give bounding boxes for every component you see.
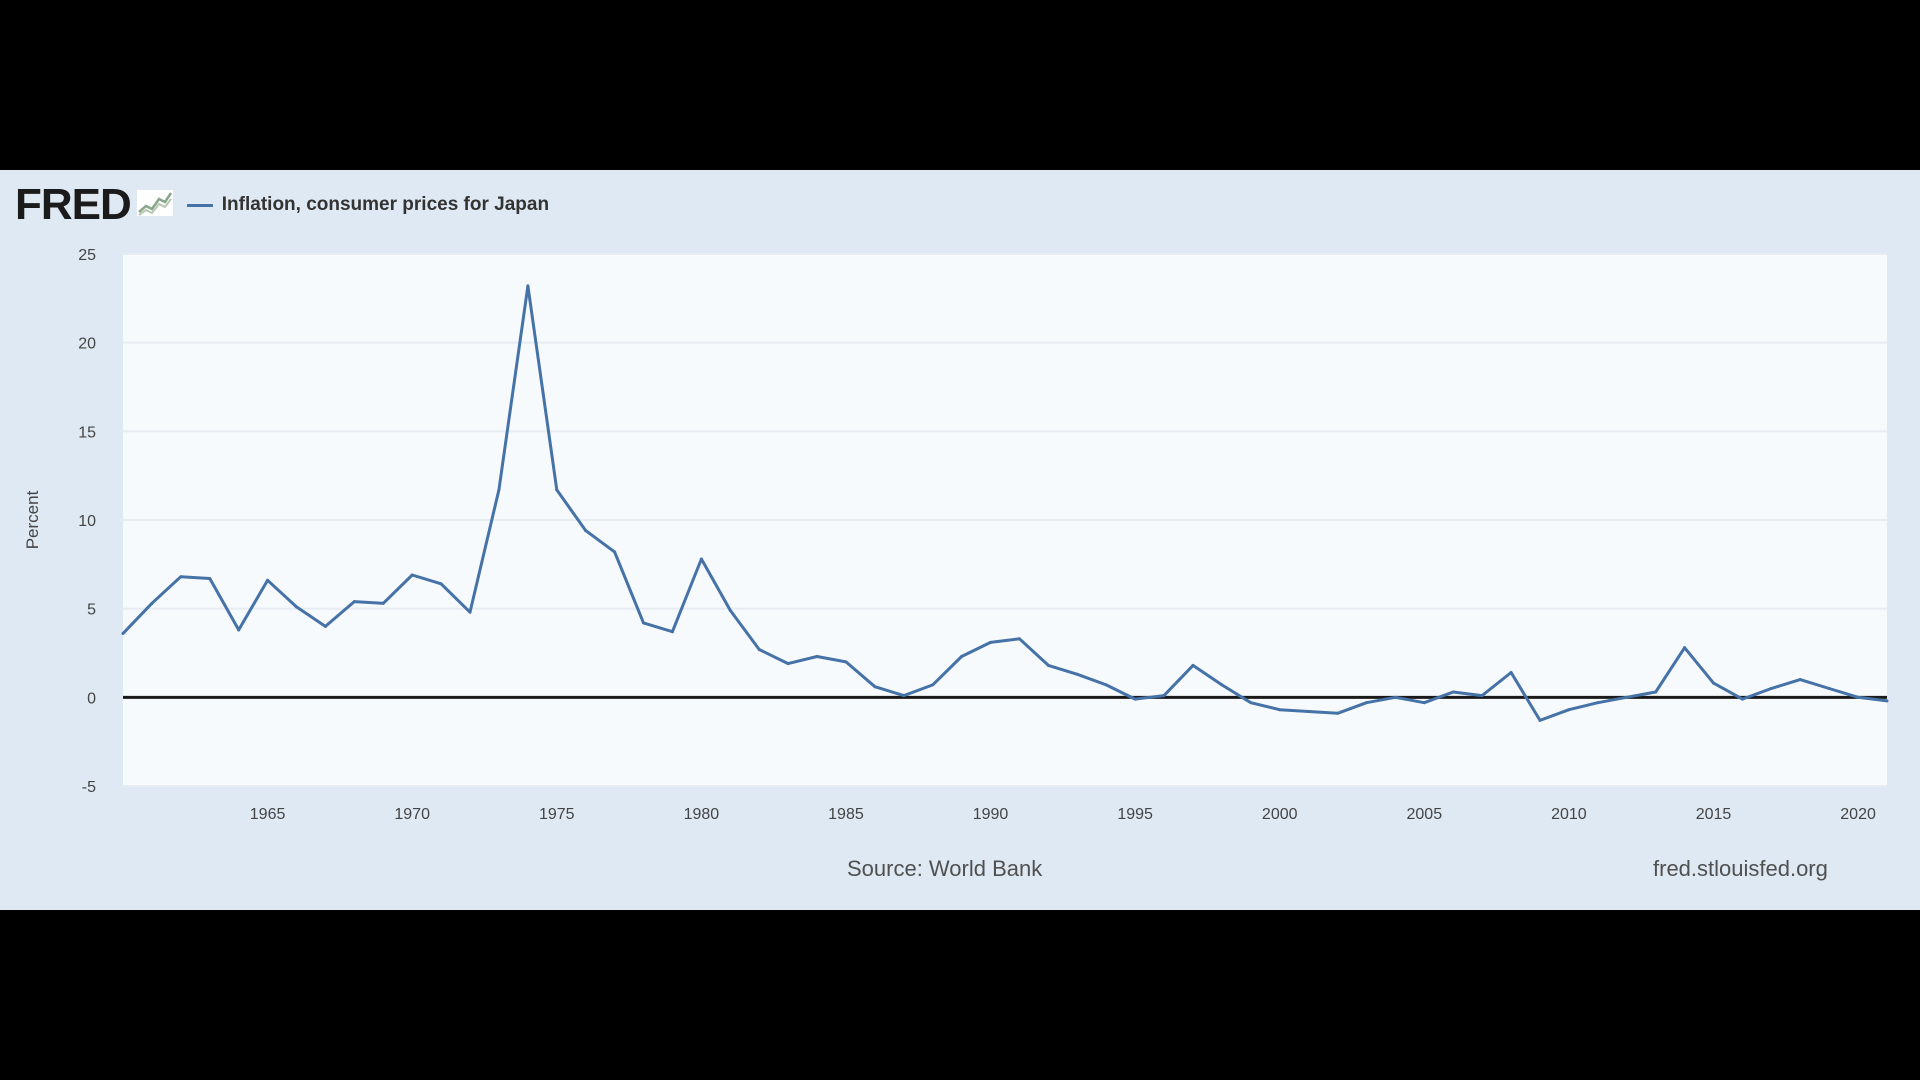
x-tick-label: 2000: [1262, 806, 1298, 823]
data-point[interactable]: [1422, 701, 1426, 705]
data-point[interactable]: [757, 647, 761, 651]
data-point[interactable]: [1798, 678, 1802, 682]
data-point[interactable]: [1509, 671, 1513, 675]
data-point[interactable]: [295, 605, 299, 609]
data-point[interactable]: [1104, 683, 1108, 687]
x-tick-label: 2005: [1407, 806, 1443, 823]
data-point[interactable]: [1711, 681, 1715, 685]
data-point[interactable]: [1191, 663, 1195, 667]
fred-graph-icon: [136, 188, 173, 223]
x-axis-ticks: 1965 1970 1975 1980 1985 1990 1995 2000 2005 2010…: [250, 806, 1876, 823]
x-tick-label: 1975: [539, 806, 575, 823]
y-tick-label: 5: [87, 602, 96, 619]
data-point[interactable]: [1162, 694, 1166, 698]
data-point[interactable]: [902, 694, 906, 698]
data-point[interactable]: [237, 628, 241, 632]
data-point[interactable]: [208, 577, 212, 581]
data-point[interactable]: [468, 610, 472, 614]
data-point[interactable]: [381, 601, 385, 605]
data-point[interactable]: [1538, 718, 1542, 722]
source-label: Source: World Bank: [847, 856, 1043, 881]
y-tick-label: 25: [78, 247, 96, 264]
data-point[interactable]: [1046, 663, 1050, 667]
data-point[interactable]: [931, 683, 935, 687]
data-point[interactable]: [526, 284, 530, 288]
fred-url-link[interactable]: fred.stlouisfed.org: [1653, 856, 1828, 881]
y-axis-ticks: -5 0 5 10 15 20 25: [78, 247, 96, 796]
data-point[interactable]: [584, 529, 588, 533]
chart-panel: -5 0 5 10 15 20 25 1965 1970 1975 1980 1985 1990 199…: [0, 170, 1920, 910]
data-point[interactable]: [1625, 695, 1629, 699]
data-point[interactable]: [1567, 708, 1571, 712]
data-point[interactable]: [1336, 711, 1340, 715]
x-tick-label: 1965: [250, 806, 286, 823]
data-point[interactable]: [1451, 690, 1455, 694]
data-point[interactable]: [728, 608, 732, 612]
data-point[interactable]: [1885, 699, 1889, 703]
x-tick-label: 1970: [394, 806, 430, 823]
data-point[interactable]: [352, 600, 356, 604]
y-tick-label: -5: [82, 779, 96, 796]
data-point[interactable]: [786, 662, 790, 666]
legend-swatch: [186, 203, 213, 207]
data-point[interactable]: [150, 601, 154, 605]
x-tick-label: 2020: [1840, 806, 1876, 823]
data-point[interactable]: [1278, 708, 1282, 712]
data-point[interactable]: [670, 630, 674, 634]
data-point[interactable]: [121, 631, 125, 635]
data-point[interactable]: [989, 640, 993, 644]
data-point[interactable]: [179, 575, 183, 579]
data-point[interactable]: [642, 621, 646, 625]
y-tick-label: 20: [78, 336, 96, 353]
data-point[interactable]: [1249, 701, 1253, 705]
data-point[interactable]: [323, 624, 327, 628]
data-point[interactable]: [1856, 695, 1860, 699]
chart-header: FRED Inflation, consumer prices for Japa…: [15, 180, 549, 230]
data-point[interactable]: [844, 660, 848, 664]
data-point[interactable]: [439, 582, 443, 586]
y-axis-label: Percent: [23, 490, 42, 549]
data-point[interactable]: [1740, 697, 1744, 701]
data-point[interactable]: [555, 488, 559, 492]
x-tick-label: 2015: [1696, 806, 1732, 823]
legend: Inflation, consumer prices for Japan: [186, 194, 550, 216]
fred-logo-text: FRED: [15, 180, 132, 229]
data-point[interactable]: [1480, 694, 1484, 698]
fred-logo[interactable]: FRED: [15, 183, 173, 227]
y-tick-label: 15: [78, 424, 96, 441]
data-point[interactable]: [960, 655, 964, 659]
x-tick-label: 2010: [1551, 806, 1587, 823]
data-point[interactable]: [815, 655, 819, 659]
data-point[interactable]: [1075, 672, 1079, 676]
data-point[interactable]: [1769, 686, 1773, 690]
legend-label: Inflation, consumer prices for Japan: [221, 194, 550, 215]
data-point[interactable]: [1827, 686, 1831, 690]
data-point[interactable]: [1220, 683, 1224, 687]
data-point[interactable]: [266, 578, 270, 582]
data-point[interactable]: [1596, 701, 1600, 705]
data-point[interactable]: [613, 550, 617, 554]
series-points: [121, 284, 1889, 722]
data-point[interactable]: [497, 488, 501, 492]
x-tick-label: 1990: [973, 806, 1009, 823]
y-tick-label: 10: [78, 513, 96, 530]
data-point[interactable]: [1393, 695, 1397, 699]
data-point[interactable]: [1683, 646, 1687, 650]
x-tick-label: 1985: [828, 806, 864, 823]
y-tick-label: 0: [87, 690, 96, 707]
data-point[interactable]: [699, 557, 703, 561]
data-point[interactable]: [1654, 690, 1658, 694]
data-point[interactable]: [410, 573, 414, 577]
series-line-japan-inflation: [121, 284, 1888, 722]
data-point[interactable]: [1017, 637, 1021, 641]
data-point[interactable]: [1307, 710, 1311, 714]
x-tick-label: 1995: [1117, 806, 1153, 823]
x-tick-label: 1980: [684, 806, 720, 823]
data-point[interactable]: [1364, 701, 1368, 705]
data-point[interactable]: [1133, 697, 1137, 701]
data-point[interactable]: [873, 685, 877, 689]
chart-svg: -5 0 5 10 15 20 25 1965 1970 1975 1980 1985 1990 199…: [23, 247, 1889, 823]
